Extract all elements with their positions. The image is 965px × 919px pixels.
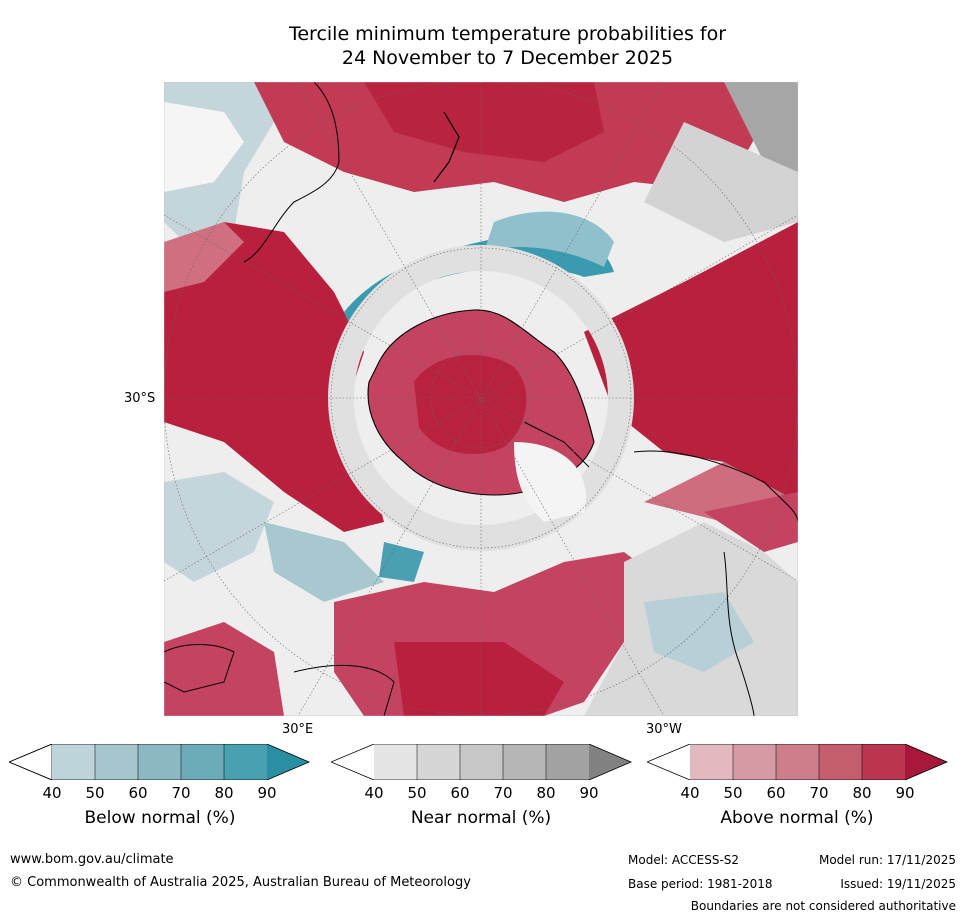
australia-coastline [243, 82, 340, 263]
region-above-normal-east [584, 222, 798, 502]
colorbar-below-tick: 60 [128, 784, 148, 802]
colorbar-below-swatch-2 [95, 744, 138, 780]
colorbar-below-swatch-1 [52, 744, 95, 780]
colorbar-below-right-arrow [267, 744, 309, 780]
antarctic-peninsula-outline [523, 421, 590, 468]
colorbar-near-swatch-5 [546, 744, 589, 780]
map-canvas [163, 81, 799, 717]
colorbar-above-tick: 40 [680, 784, 700, 802]
colorbar-above-right-arrow [905, 744, 947, 780]
probability-map[interactable] [163, 81, 799, 717]
region-above-normal-antarctica-core [414, 355, 527, 455]
issued-text: Issued: 19/11/2025 [840, 877, 956, 891]
antarctica-coastline [367, 309, 595, 496]
south-coastline [293, 665, 395, 716]
colorbar-below-swatch-3 [138, 744, 181, 780]
region-below-normal-sw [164, 472, 274, 582]
region-above-normal-southwest [164, 622, 284, 716]
colorbar-below-tick: 40 [42, 784, 62, 802]
colorbar-below-tick: 80 [214, 784, 234, 802]
colorbar-below-tick: 90 [257, 784, 277, 802]
title-line-1: Tercile minimum temperature probabilitie… [288, 23, 727, 45]
colorbar-near-swatch-2 [417, 744, 460, 780]
lon-label-30e: 30°E [282, 722, 314, 737]
region-above-normal-west [164, 222, 384, 532]
africa-coastline [723, 551, 755, 716]
colorbar-below-title: Below normal (%) [84, 808, 236, 828]
boundaries-note: Boundaries are not considered authoritat… [690, 899, 956, 913]
colorbar-above-swatch-1 [690, 744, 733, 780]
colorbar-above-normal [647, 744, 949, 780]
colorbar-near-swatch-4 [503, 744, 546, 780]
region-near-normal-ne [724, 82, 798, 172]
region-below-normal-sw-2 [264, 522, 384, 602]
colorbar-above-left-arrow [647, 744, 690, 780]
colorbar-below-normal [9, 744, 311, 780]
colorbar-near-right-arrow [589, 744, 631, 780]
base-period-text: Base period: 1981-2018 [628, 877, 773, 891]
region-near-normal-weddell [514, 442, 586, 522]
colorbar-below-left-arrow [9, 744, 53, 780]
colorbar-above-tick: 90 [895, 784, 915, 802]
colorbar-near-tick: 80 [536, 784, 556, 802]
colorbar-near-tick: 90 [579, 784, 599, 802]
colorbar-below-swatch-4 [181, 744, 224, 780]
model-run-text: Model run: 17/11/2025 [818, 853, 956, 867]
colorbar-near-normal [331, 744, 633, 780]
region-near-normal-nw [164, 102, 244, 192]
region-above-normal-africa [704, 492, 798, 552]
region-below-normal-se [644, 592, 754, 672]
colorbar-near-swatch-3 [460, 744, 503, 780]
colorbar-above-tick: 50 [723, 784, 743, 802]
website-link[interactable]: www.bom.gov.au/climate [10, 852, 174, 867]
graticule [164, 82, 798, 716]
colorbar-below-swatch-5 [224, 744, 267, 780]
region-below-normal-ring [344, 231, 614, 332]
colorbar-above-swatch-3 [776, 744, 819, 780]
colorbar-below-tick: 70 [171, 784, 191, 802]
colorbar-near-tick: 40 [364, 784, 384, 802]
colorbar-above-swatch-5 [862, 744, 905, 780]
colorbar-near-title: Near normal (%) [410, 808, 552, 828]
colorbar-near-left-arrow [331, 744, 374, 780]
copyright-text: © Commonwealth of Australia 2025, Austra… [10, 875, 471, 890]
lon-label-30w: 30°W [646, 722, 682, 737]
southwest-coastline [164, 644, 235, 693]
region-near-normal-east [644, 122, 798, 242]
new-zealand-coastline [433, 111, 460, 183]
colorbar-below-tick: 50 [85, 784, 105, 802]
chart-title: Tercile minimum temperature probabilitie… [0, 22, 965, 70]
colorbar-above-swatch-2 [733, 744, 776, 780]
title-line-2: 24 November to 7 December 2025 [341, 47, 674, 69]
colorbar-above-swatch-4 [819, 744, 862, 780]
south-america-coastline [633, 450, 798, 523]
colorbar-above-tick: 60 [766, 784, 786, 802]
colorbar-above-tick: 70 [809, 784, 829, 802]
colorbar-near-tick: 70 [493, 784, 513, 802]
colorbar-near-tick: 60 [450, 784, 470, 802]
model-text: Model: ACCESS-S2 [628, 853, 740, 867]
region-above-normal-north-core [364, 82, 604, 162]
colorbar-near-swatch-1 [374, 744, 417, 780]
colorbar-above-tick: 80 [852, 784, 872, 802]
lat-label-30s: 30°S [124, 391, 156, 406]
region-above-normal-south-core [394, 642, 564, 716]
colorbar-above-title: Above normal (%) [720, 808, 874, 828]
colorbar-near-tick: 50 [407, 784, 427, 802]
region-above-normal-west-edge [164, 222, 244, 292]
region-below-normal-sw-3 [379, 542, 424, 582]
